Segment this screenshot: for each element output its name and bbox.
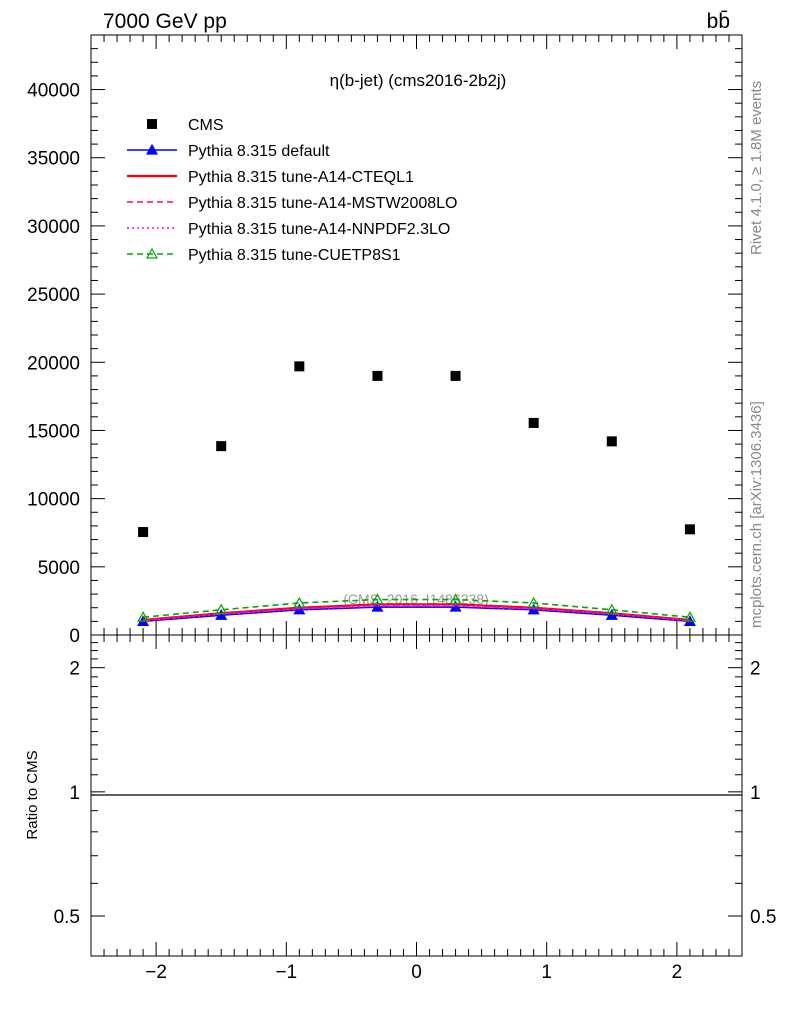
data-point — [606, 436, 617, 447]
data-point — [216, 441, 227, 452]
legend-entry: Pythia 8.315 tune-A14-NNPDF2.3LO — [127, 221, 450, 238]
series-point — [449, 593, 462, 605]
y-tick-label: 15000 — [27, 421, 80, 442]
x-tick-label: 1 — [541, 962, 552, 983]
legend-marker — [145, 247, 159, 259]
legend-entry: Pythia 8.315 tune-A14-CTEQL1 — [127, 169, 414, 186]
series-point — [137, 611, 150, 622]
ratio-y-label: Ratio to CMS — [24, 750, 41, 839]
main-y-axis: 0 5000 10000 15000 20000 25000 30000 35000 40000 — [27, 34, 742, 647]
legend-entry: Pythia 8.315 default — [127, 143, 330, 160]
y-tick-label: 30000 — [27, 217, 80, 238]
y-tick-label: 20000 — [27, 353, 80, 374]
legend-label: Pythia 8.315 tune-A14-CTEQL1 — [188, 169, 414, 186]
series-point — [371, 593, 384, 605]
series-point — [605, 603, 618, 615]
plot-title: η(b-jet) (cms2016-2b2j) — [330, 71, 507, 90]
series-point — [527, 596, 540, 608]
ratio-tick-label-right: 2 — [750, 659, 761, 680]
series-point — [371, 600, 384, 612]
series-4 — [143, 605, 690, 622]
header-right: bb̄ — [707, 10, 730, 33]
series-line — [143, 606, 690, 623]
legend-entry: Pythia 8.315 tune-CUETP8S1 — [127, 247, 401, 264]
series-layer — [137, 361, 696, 626]
data-point — [450, 370, 461, 381]
legend-marker — [145, 143, 159, 155]
x-axis: −2 −1 0 1 2 — [90, 35, 743, 983]
series-line — [143, 605, 690, 622]
y-tick-label: 40000 — [27, 81, 80, 102]
series-cms — [138, 361, 695, 538]
legend-entry: Pythia 8.315 tune-A14-MSTW2008LO — [127, 195, 457, 212]
y-tick-label: 0 — [69, 626, 80, 647]
x-tick-label: 2 — [672, 962, 683, 983]
header-left: 7000 GeV pp — [103, 10, 227, 33]
data-point — [684, 524, 695, 535]
ratio-y-axis: 0.5 0.5 1 1 2 2 — [54, 642, 776, 928]
series-line — [143, 604, 690, 622]
legend-label: Pythia 8.315 tune-CUETP8S1 — [188, 247, 401, 264]
legend-label: Pythia 8.315 default — [188, 143, 330, 160]
ratio-tick-label-right: 1 — [750, 783, 761, 804]
series-point — [215, 603, 228, 615]
y-tick-label: 10000 — [27, 490, 80, 511]
series-line — [143, 598, 690, 619]
series-point — [293, 596, 306, 608]
legend-label: Pythia 8.315 tune-A14-NNPDF2.3LO — [188, 221, 450, 238]
legend-label: CMS — [188, 117, 224, 134]
ratio-tick-label-right: 0.5 — [750, 907, 776, 928]
series-5 — [137, 593, 696, 622]
rivet-label: Rivet 4.1.0, ≥ 1.8M events — [748, 81, 765, 255]
series-point — [683, 611, 696, 622]
data-point — [528, 417, 539, 428]
legend-label: Pythia 8.315 tune-A14-MSTW2008LO — [188, 195, 457, 212]
ratio-tick-label: 1 — [69, 783, 80, 804]
legend-marker — [147, 119, 157, 129]
x-tick-label: −2 — [145, 962, 167, 983]
data-point — [294, 361, 305, 372]
x-tick-label: 0 — [411, 962, 422, 983]
x-tick-label: −1 — [275, 962, 297, 983]
legend: CMS Pythia 8.315 default Pythia 8.315 tune… — [127, 117, 457, 264]
series-3 — [143, 604, 690, 622]
legend-entry: CMS — [147, 117, 224, 134]
ratio-tick-label: 2 — [69, 659, 80, 680]
data-point — [372, 370, 383, 381]
mcplots-label: mcplots.cern.ch [arXiv:1306.3436] — [748, 401, 765, 628]
y-tick-label: 25000 — [27, 285, 80, 306]
y-tick-label: 5000 — [38, 558, 80, 579]
ratio-tick-label: 0.5 — [54, 907, 80, 928]
data-point — [138, 527, 149, 538]
y-tick-label: 35000 — [27, 149, 80, 170]
